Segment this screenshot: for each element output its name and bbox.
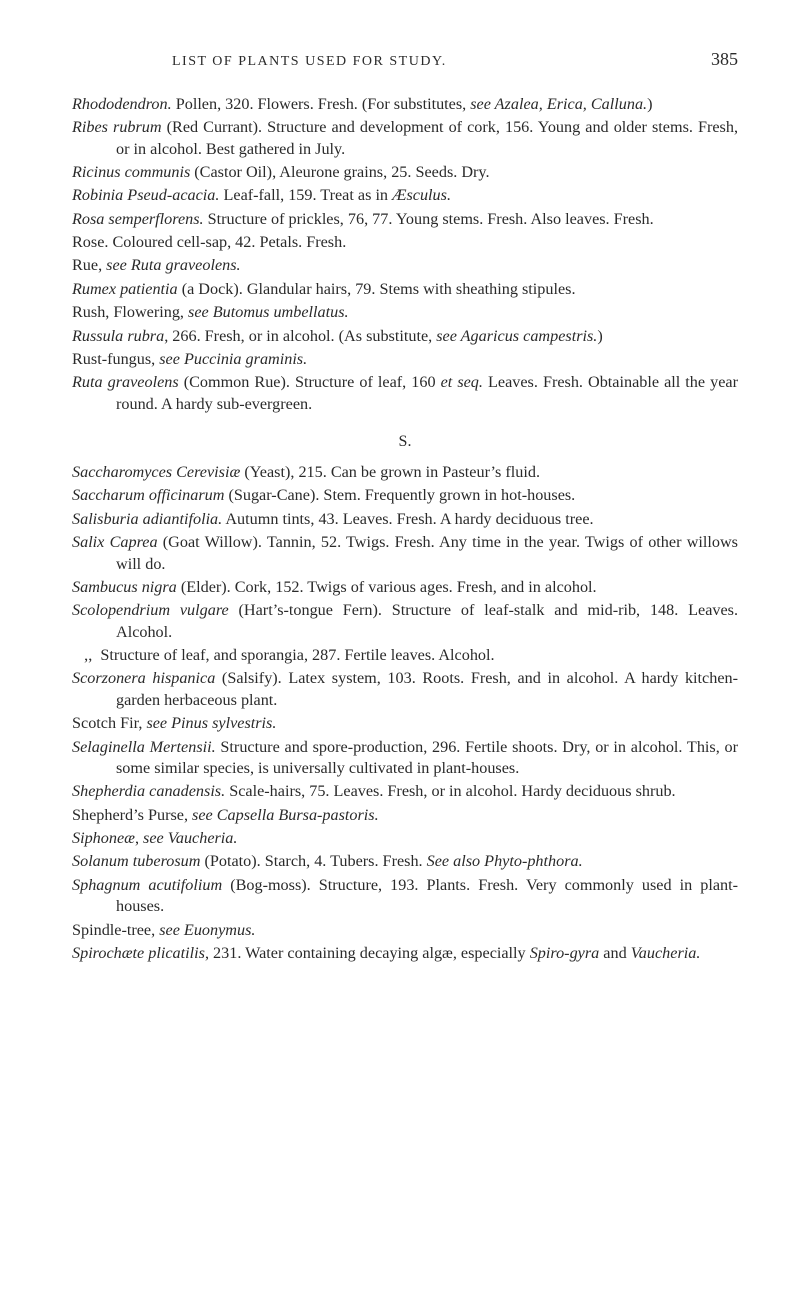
- plant-entry: Sphagnum acutifolium (Bog-moss). Structu…: [72, 875, 738, 918]
- page-header: LIST OF PLANTS USED FOR STUDY. 385: [72, 48, 738, 72]
- plant-entry: Shepherdia canadensis. Scale-hairs, 75. …: [72, 781, 738, 802]
- plant-entry: Solanum tuberosum (Potato). Starch, 4. T…: [72, 851, 738, 872]
- entries-block-r: Rhododendron. Pollen, 320. Flowers. Fres…: [72, 94, 738, 415]
- plant-entry: Rumex patientia (a Dock). Glandular hair…: [72, 279, 738, 300]
- plant-entry: Russula rubra, 266. Fresh, or in alcohol…: [72, 326, 738, 347]
- plant-entry: Spindle-tree, see Euonymus.: [72, 920, 738, 941]
- plant-entry: Selaginella Mertensii. Structure and spo…: [72, 737, 738, 780]
- plant-entry: Salix Caprea (Goat Willow). Tannin, 52. …: [72, 532, 738, 575]
- plant-entry: Rose. Coloured cell-sap, 42. Petals. Fre…: [72, 232, 738, 253]
- plant-entry: Salisburia adiantifolia. Autumn tints, 4…: [72, 509, 738, 530]
- plant-entry: Ricinus communis (Castor Oil), Aleurone …: [72, 162, 738, 183]
- plant-entry: Scotch Fir, see Pinus sylvestris.: [72, 713, 738, 734]
- plant-entry: Ruta graveolens (Common Rue). Structure …: [72, 372, 738, 415]
- plant-entry: ,, Structure of leaf, and sporangia, 287…: [72, 645, 738, 666]
- plant-entry: Sambucus nigra (Elder). Cork, 152. Twigs…: [72, 577, 738, 598]
- entries-block-s: Saccharomyces Cerevisiæ (Yeast), 215. Ca…: [72, 462, 738, 964]
- section-letter-s: S.: [72, 431, 738, 452]
- plant-entry: Spirochæte plicatilis, 231. Water contai…: [72, 943, 738, 964]
- plant-entry: Rue, see Ruta graveolens.: [72, 255, 738, 276]
- plant-entry: Ribes rubrum (Red Currant). Structure an…: [72, 117, 738, 160]
- plant-entry: Scorzonera hispanica (Salsify). Latex sy…: [72, 668, 738, 711]
- plant-entry: Siphoneæ, see Vaucheria.: [72, 828, 738, 849]
- plant-entry: Shepherd’s Purse, see Capsella Bursa-pas…: [72, 805, 738, 826]
- plant-entry: Robinia Pseud-acacia. Leaf-fall, 159. Tr…: [72, 185, 738, 206]
- plant-entry: Saccharomyces Cerevisiæ (Yeast), 215. Ca…: [72, 462, 738, 483]
- plant-entry: Scolopendrium vulgare (Hart’s-tongue Fer…: [72, 600, 738, 643]
- running-title: LIST OF PLANTS USED FOR STUDY.: [72, 53, 447, 71]
- plant-entry: Rush, Flowering, see Butomus umbellatus.: [72, 302, 738, 323]
- plant-entry: Rosa semperflorens. Structure of prickle…: [72, 209, 738, 230]
- plant-entry: Rust-fungus, see Puccinia graminis.: [72, 349, 738, 370]
- plant-entry: Rhododendron. Pollen, 320. Flowers. Fres…: [72, 94, 738, 115]
- plant-entry: Saccharum officinarum (Sugar-Cane). Stem…: [72, 485, 738, 506]
- page-number: 385: [711, 48, 738, 72]
